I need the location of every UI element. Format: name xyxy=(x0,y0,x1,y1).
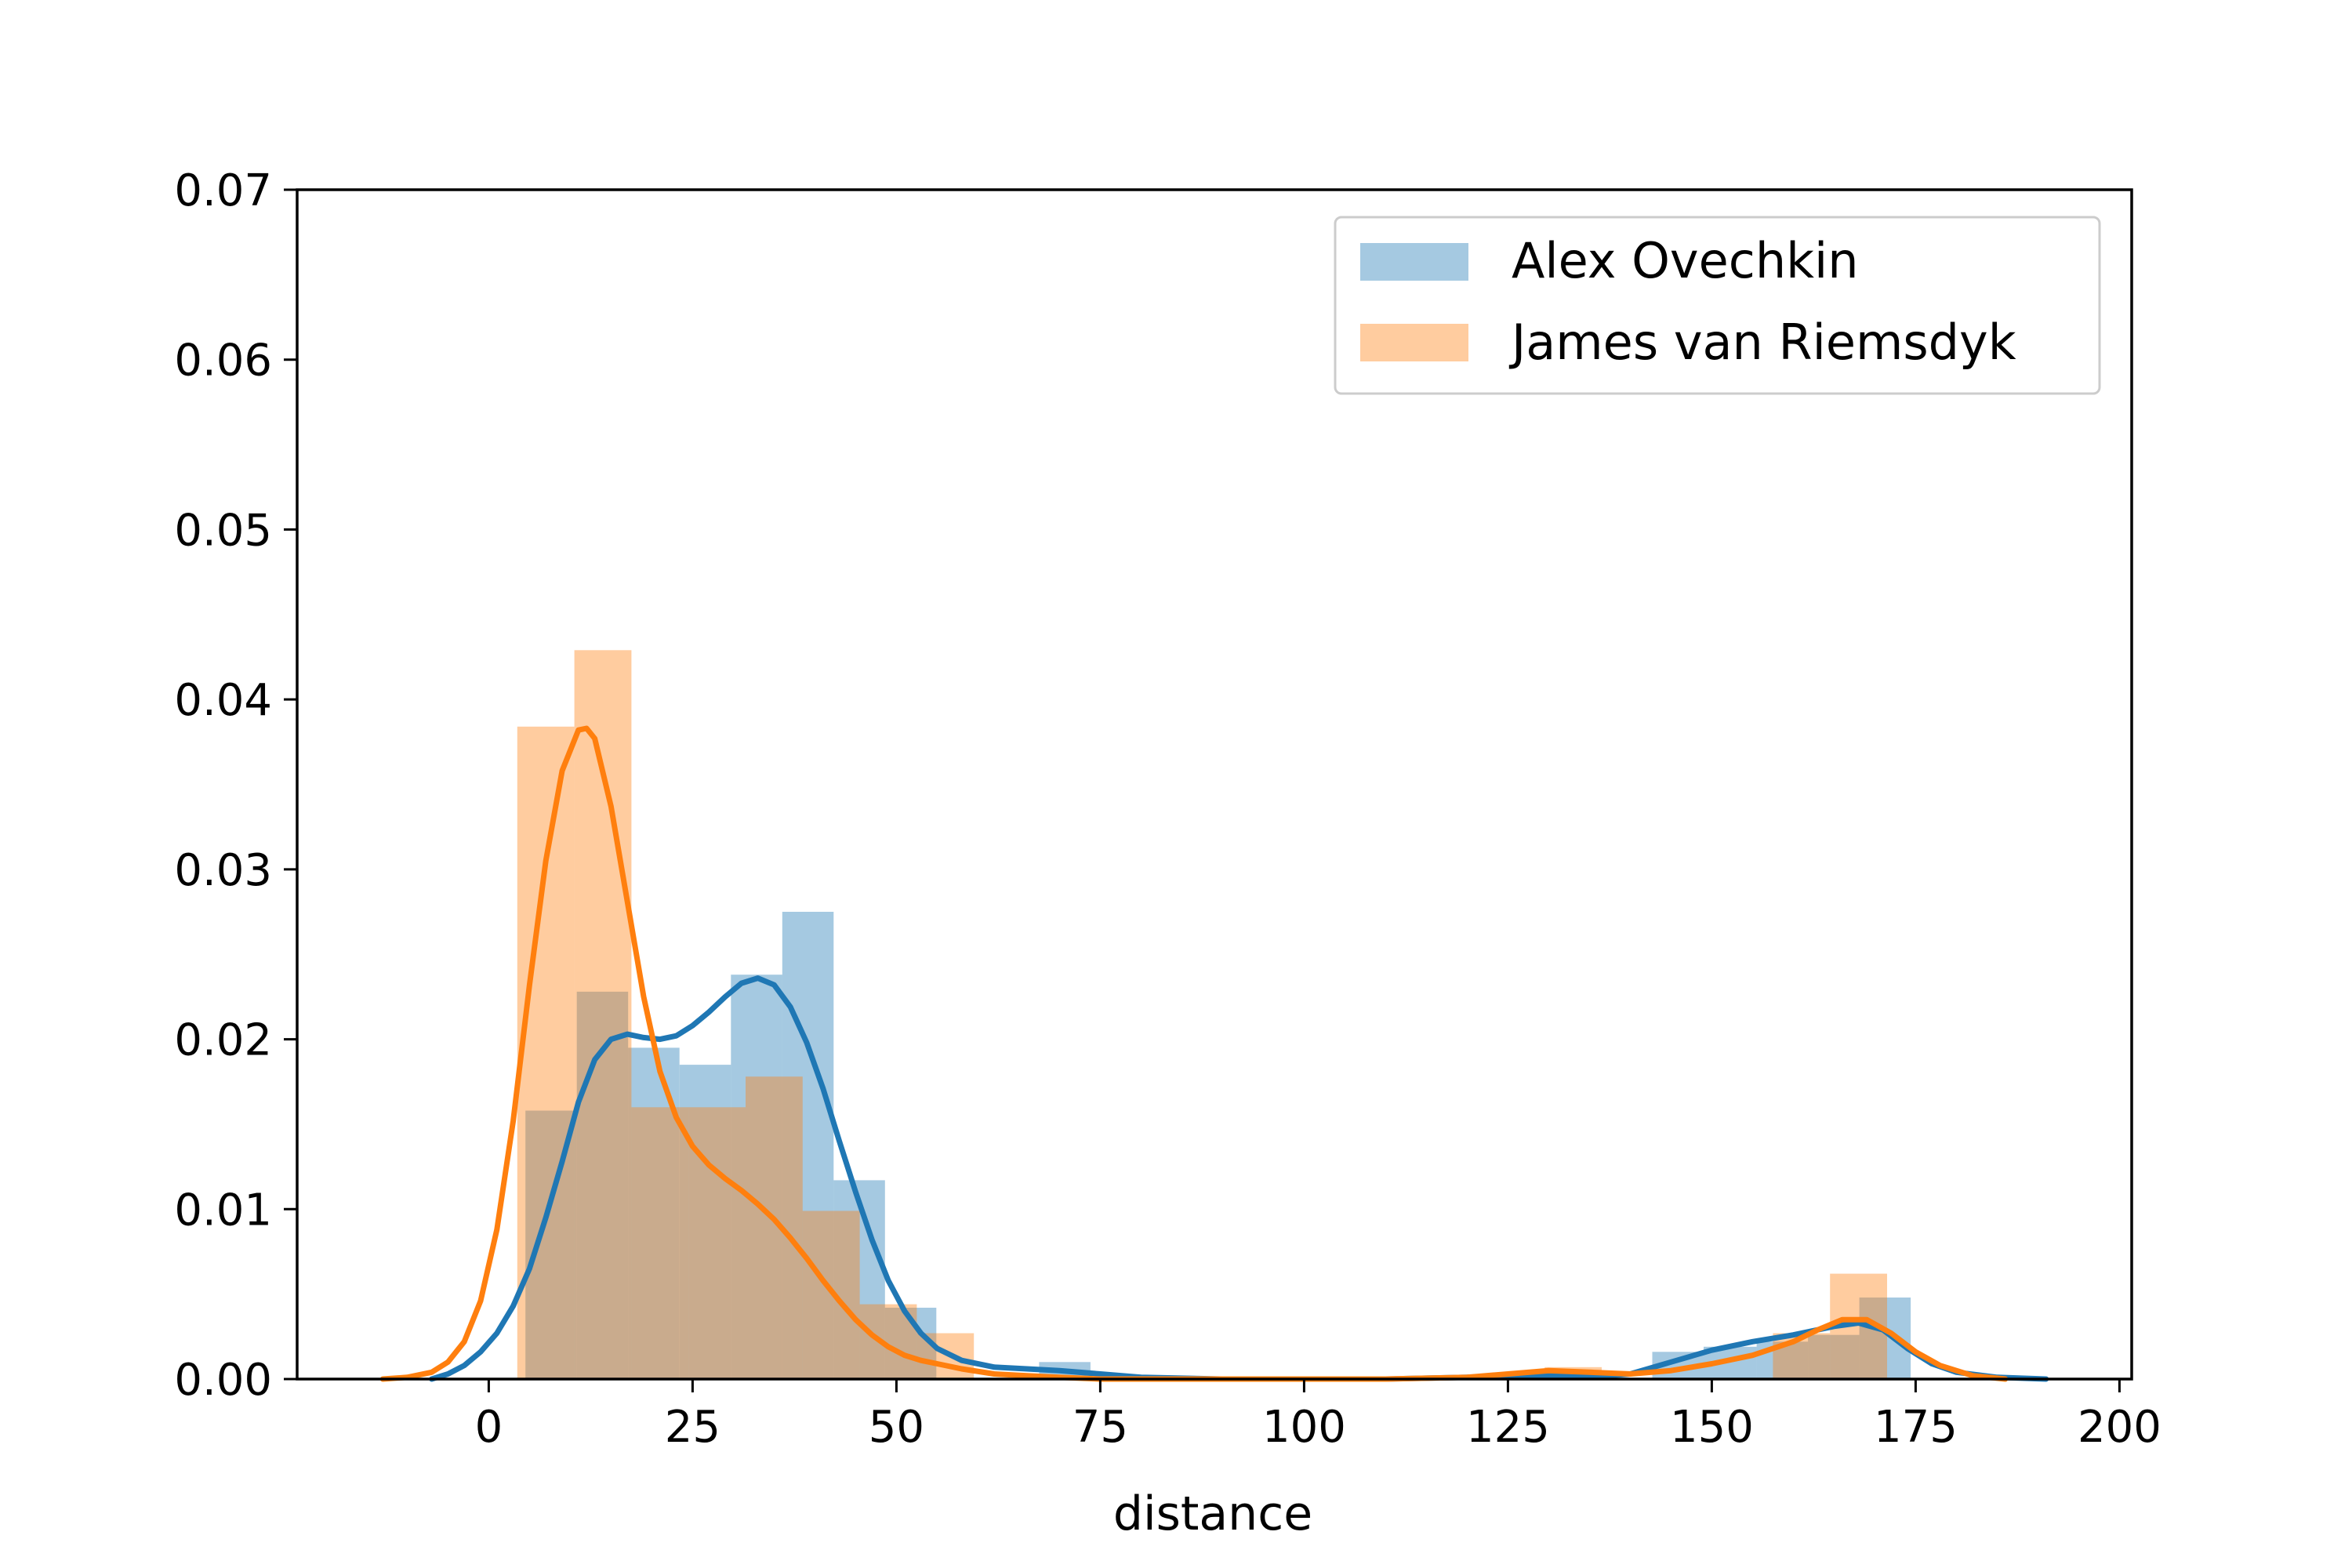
x-tick-label: 50 xyxy=(869,1402,924,1453)
x-tick-label: 175 xyxy=(1874,1402,1958,1453)
x-tick-label: 100 xyxy=(1262,1402,1346,1453)
y-tick-label: 0.03 xyxy=(174,845,272,896)
legend-label-van-riemsdyk: James van Riemsdyk xyxy=(1508,314,2016,371)
plot-frame xyxy=(296,188,2133,1381)
x-tick-label: 0 xyxy=(475,1402,503,1453)
legend-swatch-ovechkin xyxy=(1360,243,1468,281)
histogram-bar-s0-3 xyxy=(679,1065,731,1379)
y-tick-label: 0.01 xyxy=(174,1185,272,1236)
x-tick-label: 150 xyxy=(1670,1402,1754,1453)
histogram-bar-s0-0 xyxy=(525,1110,577,1379)
histogram-bar-s1-1 xyxy=(574,650,632,1379)
y-tick-label: 0.06 xyxy=(174,336,272,387)
kde-line-s1 xyxy=(379,725,2009,1382)
y-tick-label: 0.02 xyxy=(174,1015,272,1066)
y-tick-label: 0.07 xyxy=(174,165,272,216)
x-tick-label: 200 xyxy=(2078,1402,2161,1453)
kde-line-s0 xyxy=(429,975,2049,1382)
y-tick-label: 0.04 xyxy=(174,675,272,726)
histogram-bar-s0-1 xyxy=(576,991,629,1379)
y-tick-label: 0.00 xyxy=(174,1355,272,1406)
legend-frame xyxy=(1334,216,2101,395)
histogram-bar-s0-4 xyxy=(731,975,782,1379)
y-axis-ticks: 0.00 0.01 0.02 0.03 0.04 0.05 0.06 0.07 xyxy=(174,165,297,1406)
x-tick-label: 75 xyxy=(1073,1402,1128,1453)
histogram-bar-s0-5 xyxy=(782,912,834,1379)
kde-lines xyxy=(379,725,2049,1382)
legend-swatch-van-riemsdyk xyxy=(1360,324,1468,361)
x-axis-ticks: 0 25 50 75 100 125 150 175 200 xyxy=(475,1379,2161,1453)
y-tick-label: 0.05 xyxy=(174,505,272,556)
histogram-bar-s0-6 xyxy=(833,1180,885,1379)
histogram-bar-s1-2 xyxy=(631,1107,689,1379)
histogram-bar-s1-4 xyxy=(746,1076,803,1379)
legend: Alex Ovechkin James van Riemsdyk xyxy=(1334,216,2101,395)
x-axis-label: distance xyxy=(1113,1486,1312,1541)
x-tick-label: 125 xyxy=(1466,1402,1550,1453)
histogram-bar-s0-17 xyxy=(1808,1334,1860,1379)
legend-label-ovechkin: Alex Ovechkin xyxy=(1512,232,1859,289)
histogram-bar-s1-9 xyxy=(1773,1333,1831,1379)
x-tick-label: 25 xyxy=(665,1402,720,1453)
